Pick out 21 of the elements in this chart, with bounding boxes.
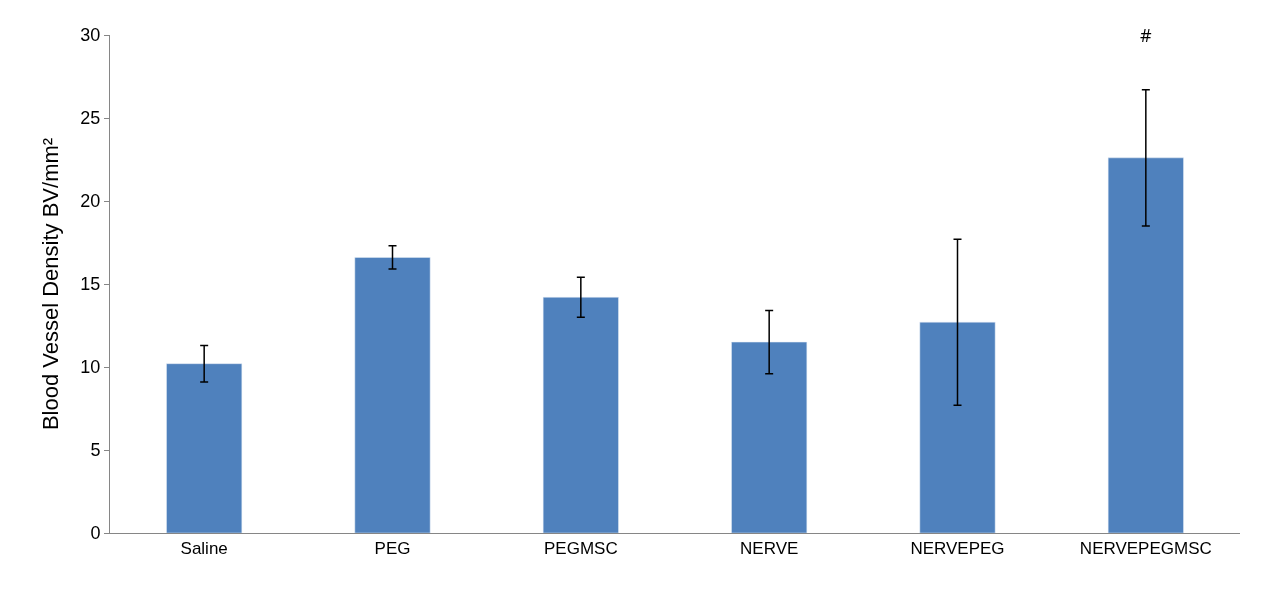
y-tick-label: 10 — [80, 357, 101, 378]
y-axis-title: Blood Vessel Density BV/mm² — [38, 137, 64, 431]
annotation: # — [1140, 23, 1152, 47]
y-tick-label: 25 — [80, 108, 101, 129]
bar — [731, 341, 808, 533]
bar — [166, 363, 243, 533]
bar — [1107, 157, 1184, 533]
x-tick-label: NERVE — [740, 539, 799, 559]
y-tick-label: 30 — [80, 25, 101, 46]
x-tick-label: PEG — [374, 539, 411, 559]
x-tick-label: PEGMSC — [543, 539, 618, 559]
x-tick-label: Saline — [180, 539, 228, 559]
bar — [542, 297, 619, 533]
bar — [354, 257, 431, 533]
x-tick-label: NERVEPEG — [910, 539, 1005, 559]
x-tick-label: NERVEPEGMSC — [1079, 539, 1212, 559]
y-tick-label: 5 — [90, 440, 101, 461]
y-tick-label: 20 — [80, 191, 101, 212]
bar — [919, 321, 996, 533]
y-tick-label: 0 — [90, 523, 101, 544]
y-tick-label: 15 — [80, 274, 101, 295]
